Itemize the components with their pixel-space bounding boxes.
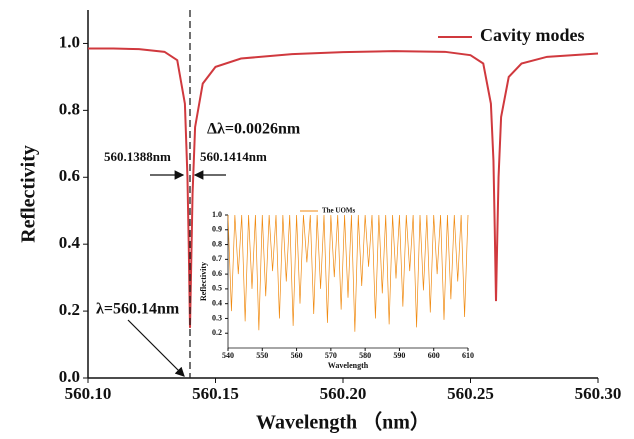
data-line [88,47,599,328]
x-tick-label: 600 [428,351,440,360]
y-tick-label: 0.4 [59,233,81,252]
arrow [127,319,185,377]
y-axis-title: Reflectivity [199,262,208,301]
y-tick-label: 0.0 [59,367,80,386]
x-tick-label: 610 [462,351,474,360]
annotation: 560.1414nm [200,149,267,164]
legend-label: Cavity modes [480,25,585,45]
x-tick-label: 560.20 [320,384,367,403]
x-tick-label: 580 [359,351,371,360]
annotation: Δλ=0.0026nm [207,121,301,138]
data-line [227,214,469,332]
y-tick-label: 0.5 [212,284,222,293]
y-tick-label: 0.9 [212,225,222,234]
x-tick-label: 570 [325,351,337,360]
y-tick-label: 0.8 [59,99,80,118]
y-tick-label: 0.6 [59,166,80,185]
x-tick-label: 560 [291,351,303,360]
x-tick-label: 560.10 [65,384,112,403]
y-tick-label: 0.4 [212,298,222,307]
y-tick-label: 0.6 [212,269,222,278]
y-tick-label: 0.3 [212,313,222,322]
y-tick-label: 0.2 [59,300,80,319]
y-tick-label: 0.7 [212,254,222,263]
x-axis-title: Wavelength [328,361,369,370]
x-axis-title: Wavelength （nm） [256,411,430,434]
x-tick-label: 540 [222,351,234,360]
x-tick-label: 590 [393,351,405,360]
annotation: λ=560.14nm [96,301,180,318]
x-tick-label: 560.25 [447,384,494,403]
x-tick-label: 560.30 [575,384,622,403]
y-axis-title: Reflectivity [18,145,40,243]
legend-label: The UOMs [322,207,356,215]
y-tick-label: 1.0 [59,32,80,51]
y-tick-label: 0.8 [212,239,222,248]
y-tick-label: 1.0 [212,210,222,219]
y-tick-label: 0.2 [212,328,222,337]
annotation: 560.1388nm [104,149,171,164]
x-tick-label: 560.15 [192,384,239,403]
x-tick-label: 550 [256,351,268,360]
